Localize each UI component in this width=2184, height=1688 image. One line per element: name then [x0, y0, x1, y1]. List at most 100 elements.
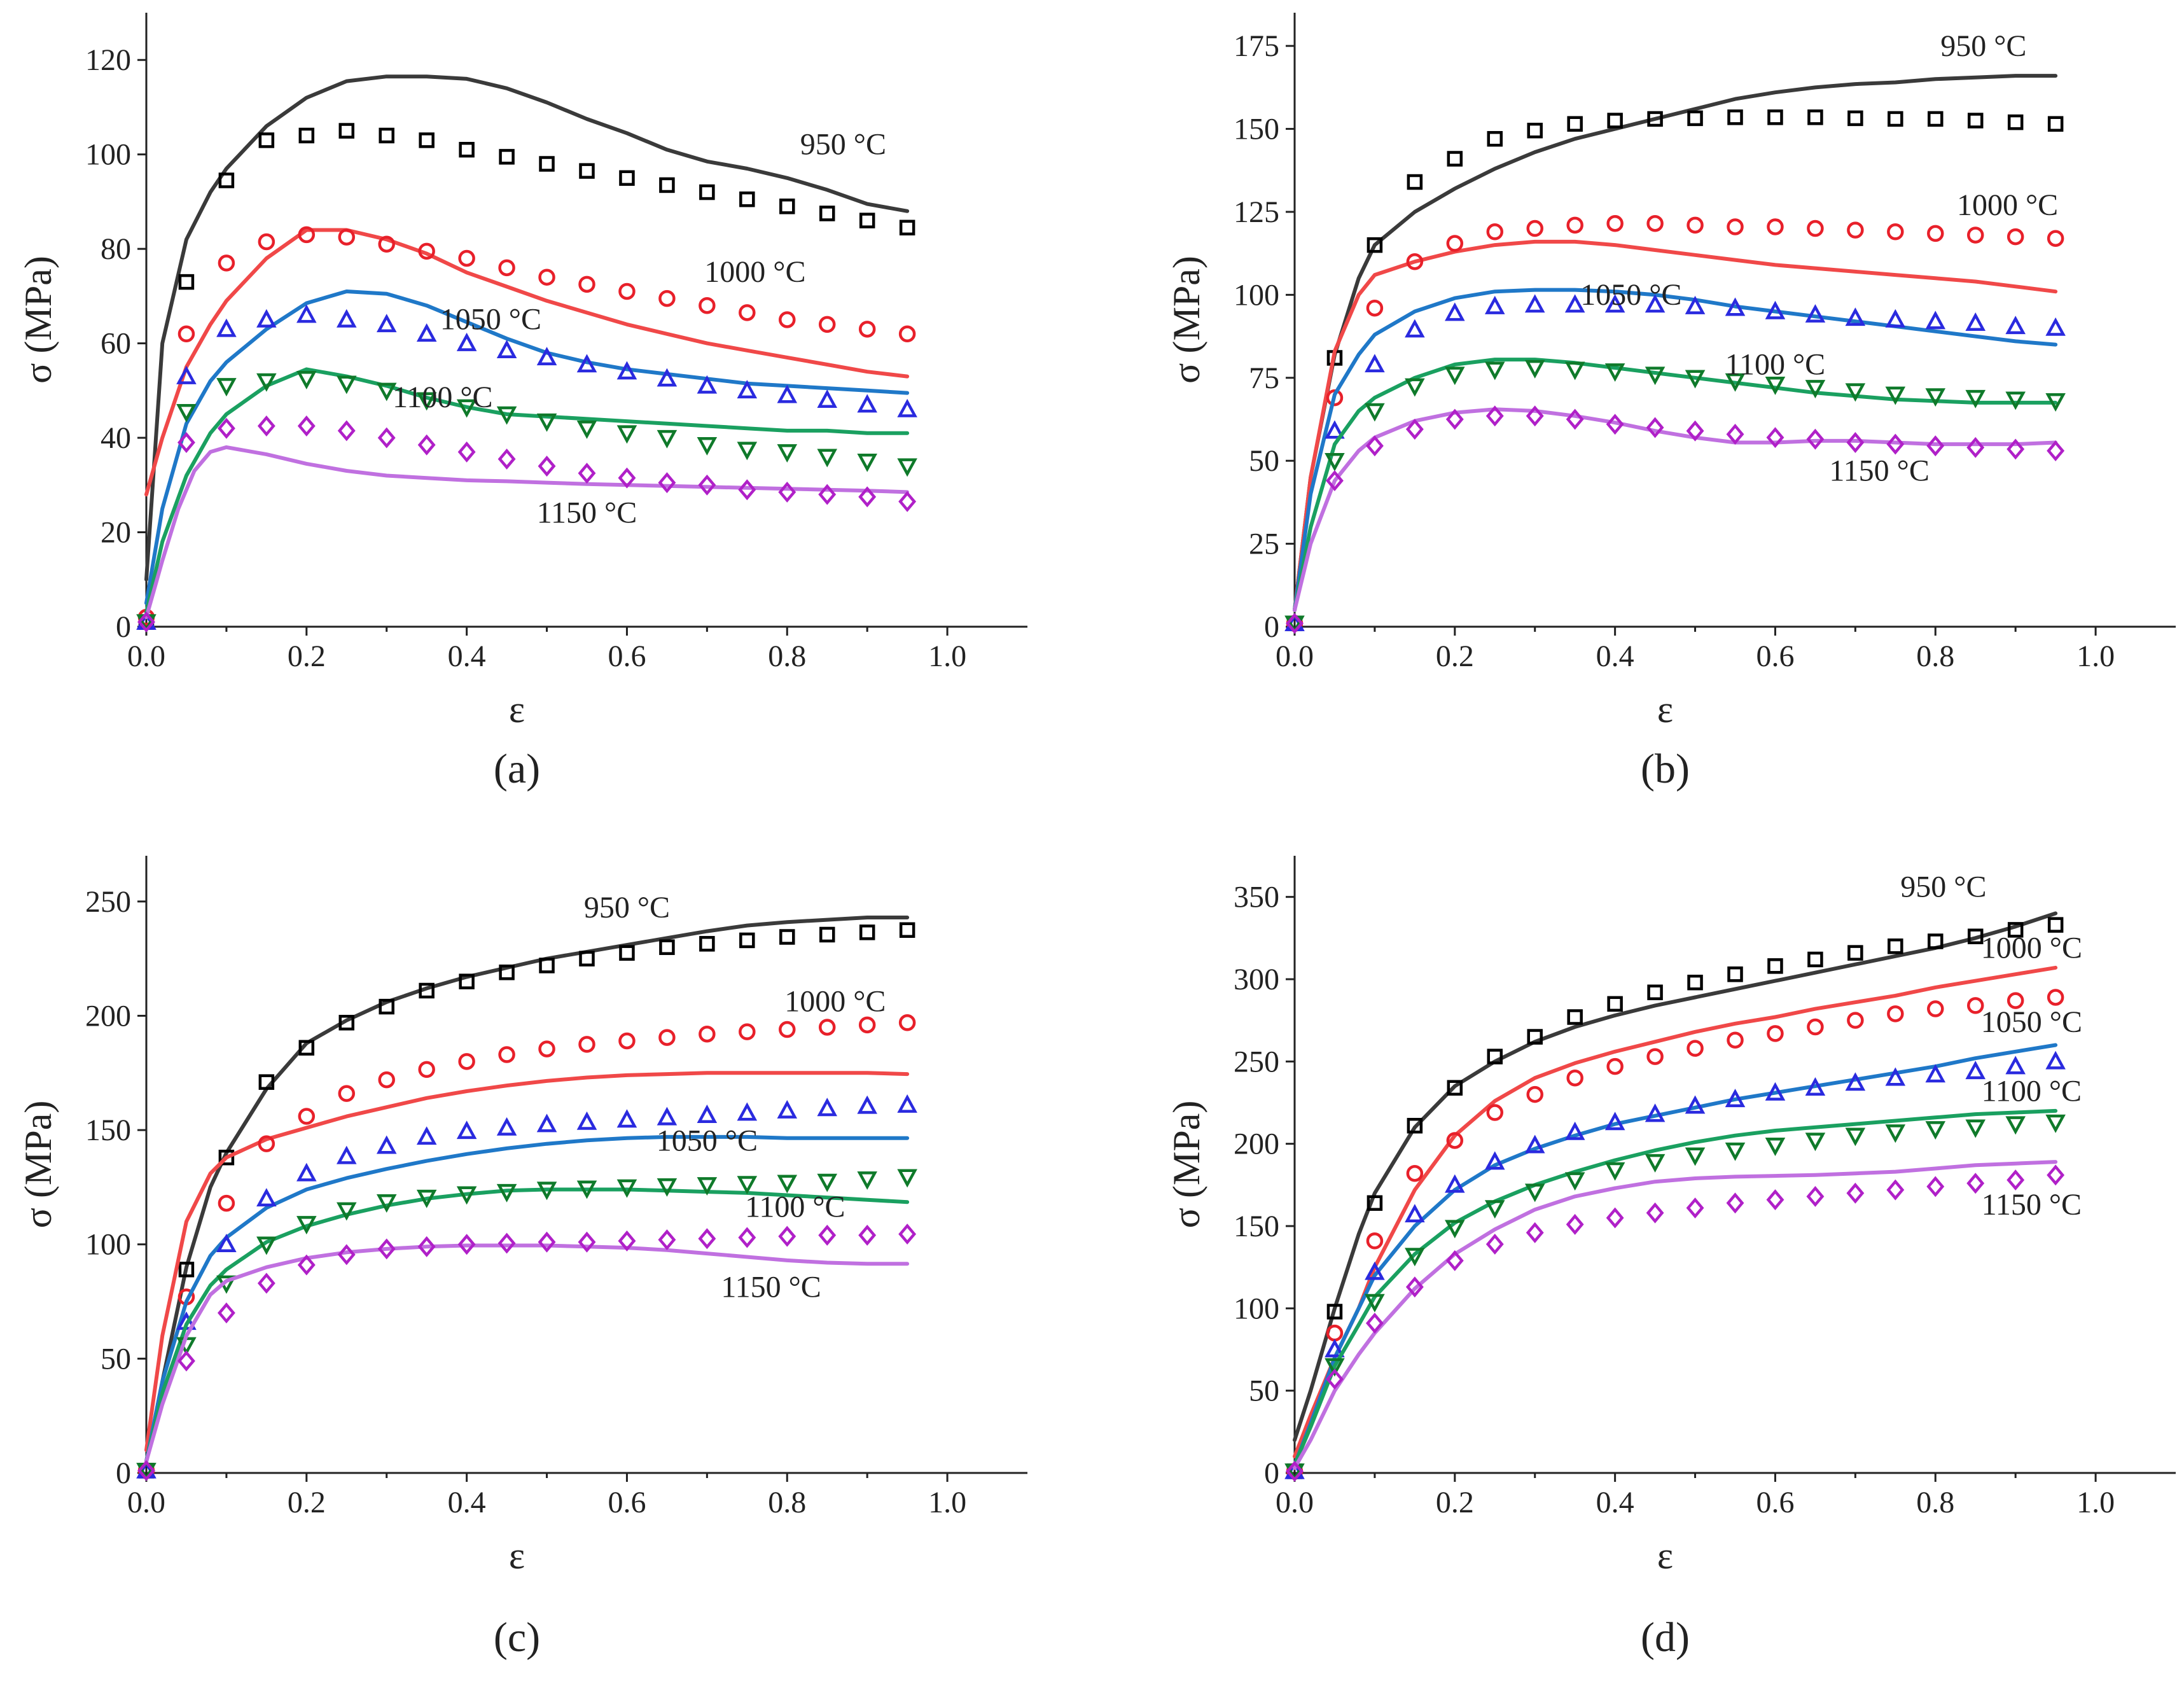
data-point: [1645, 1154, 1666, 1173]
y-tick-label: 120: [85, 43, 131, 77]
y-tick-label: 25: [1249, 527, 1279, 561]
series-label: 1150 °C: [1829, 454, 1929, 487]
series-1050c: 1050 °C: [1284, 1005, 2082, 1479]
series-1000c: 1000 °C: [137, 226, 916, 626]
data-point: [538, 456, 556, 477]
data-point: [377, 427, 396, 449]
data-point: [1805, 1133, 1826, 1152]
data-point: [256, 1188, 277, 1207]
model-curve: [144, 1243, 910, 1463]
series-label: 950 °C: [800, 128, 886, 162]
data-point: [1646, 417, 1664, 438]
data-point: [1407, 174, 1423, 190]
series-950c: 950 °C: [1286, 29, 2064, 632]
data-point: [697, 436, 718, 456]
model-curve: [1293, 1043, 2058, 1467]
data-point: [1365, 1294, 1385, 1313]
x-axis-label: ε: [1657, 1535, 1673, 1577]
data-point: [817, 389, 838, 408]
data-point: [1446, 235, 1464, 252]
data-point: [1805, 1077, 1826, 1096]
data-point: [1928, 111, 1944, 127]
series-1150c: 1150 °C: [137, 1224, 917, 1481]
data-point: [499, 964, 515, 980]
data-point: [1847, 221, 1864, 239]
data-point: [697, 1177, 718, 1196]
panel-label: (a): [494, 746, 540, 792]
data-point: [536, 1113, 557, 1133]
data-point: [2047, 1164, 2065, 1186]
data-point: [1846, 432, 1865, 453]
data-point: [1685, 370, 1706, 389]
data-point: [1845, 307, 1866, 326]
series-label: 1000 °C: [1981, 931, 2082, 965]
data-point: [777, 384, 798, 403]
data-point: [2047, 917, 2064, 933]
data-point: [1606, 214, 1624, 232]
data-point: [1325, 420, 1345, 439]
data-point: [496, 406, 517, 425]
data-point: [2007, 992, 2024, 1009]
data-point: [497, 1232, 516, 1254]
series-1000c: 1000 °C: [1286, 188, 2064, 632]
data-point: [1725, 297, 1746, 316]
y-tick-label: 50: [101, 1342, 131, 1376]
data-point: [576, 354, 597, 373]
model-curve: [1293, 74, 2058, 612]
x-tick-label: 0.2: [1436, 1486, 1474, 1519]
data-point: [256, 1236, 277, 1255]
data-point: [738, 479, 756, 501]
y-tick-label: 100: [1234, 278, 1279, 312]
x-tick-label: 0.6: [608, 1486, 646, 1519]
model-curve: [144, 445, 910, 620]
series-1000c: 1000 °C: [1286, 931, 2082, 1480]
series-1050c: 1050 °C: [136, 1094, 917, 1479]
data-point: [1966, 997, 1984, 1014]
data-point: [538, 269, 555, 286]
data-point: [1524, 1183, 1545, 1203]
data-point: [258, 132, 275, 148]
data-point: [1845, 1127, 1866, 1147]
data-point: [1646, 1048, 1664, 1065]
data-point: [737, 380, 758, 399]
data-point: [658, 1229, 676, 1251]
data-point: [1486, 223, 1504, 241]
data-point: [699, 296, 716, 314]
data-point: [498, 259, 515, 277]
chart-panel-a: 0.0 0.2 0.4 0.6 0.8 1.0 0 20 40 60 80 100 120 ε σ (MPa…: [17, 13, 1027, 792]
data-point: [338, 1015, 355, 1031]
data-point: [737, 1176, 758, 1195]
data-point: [1967, 928, 1984, 944]
data-point: [496, 340, 517, 358]
data-point: [1365, 403, 1385, 422]
data-point: [1888, 111, 1903, 127]
data-point: [1927, 225, 1944, 242]
data-point: [1805, 303, 1826, 323]
data-point: [1806, 428, 1825, 450]
y-tick-label: 50: [1249, 444, 1279, 478]
data-point: [218, 172, 235, 188]
data-point: [1727, 109, 1743, 125]
data-point: [457, 441, 476, 463]
data-point: [658, 1029, 676, 1046]
y-axis-label: σ (MPa): [17, 1101, 59, 1229]
data-point: [779, 1021, 796, 1038]
data-point: [657, 1106, 678, 1126]
data-point: [416, 1126, 437, 1145]
model-curve: [1293, 288, 2058, 612]
data-point: [298, 226, 316, 244]
data-point: [658, 472, 676, 494]
data-point: [416, 392, 437, 411]
series-950c: 950 °C: [138, 74, 915, 630]
data-point: [618, 1032, 636, 1050]
data-point: [378, 235, 395, 253]
data-point: [137, 611, 155, 633]
data-point: [818, 1224, 837, 1246]
data-point: [1887, 223, 1904, 241]
data-point: [1727, 966, 1743, 982]
data-point: [1645, 294, 1666, 313]
y-tick-label: 150: [1234, 113, 1279, 146]
data-point: [1566, 216, 1583, 234]
data-point: [1484, 361, 1505, 380]
data-point: [1524, 359, 1545, 379]
